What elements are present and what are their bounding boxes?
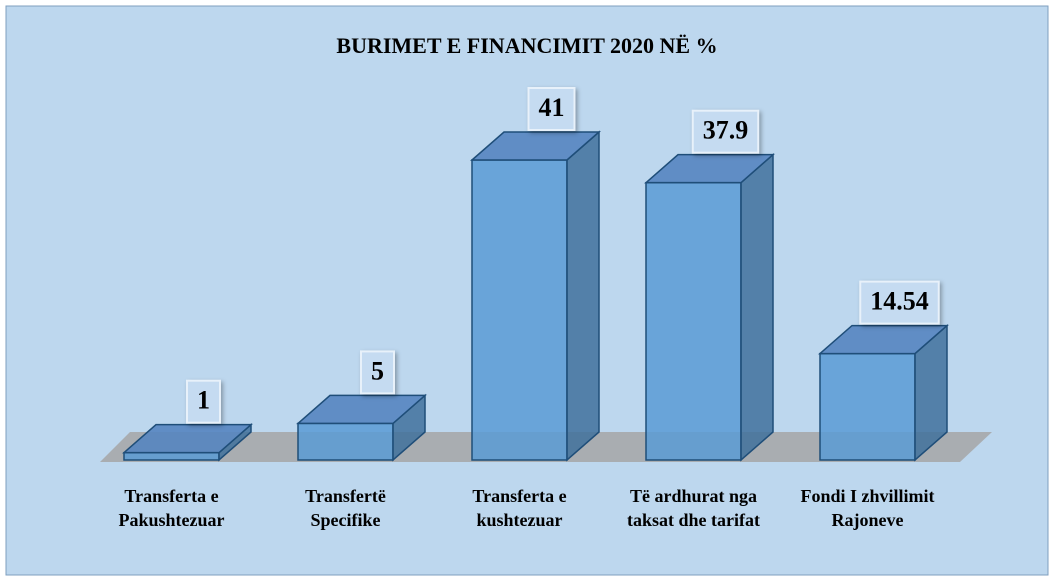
value-label: 14.54: [870, 287, 929, 316]
x-tick-label: Të ardhurat nga taksat dhe tarifat: [627, 486, 760, 530]
bar-top: [296, 394, 427, 425]
bar-front: [645, 181, 742, 461]
chart-title: BURIMET E FINANCIMIT 2020 NË %: [336, 33, 717, 58]
value-label-box: [186, 379, 221, 424]
x-tick-label: Transferta e kushtezuar: [472, 486, 567, 530]
bar-top: [644, 153, 775, 184]
value-label-box: [527, 87, 576, 131]
bar-top: [818, 324, 949, 355]
bar-front: [471, 159, 568, 461]
value-label-box: [691, 109, 760, 154]
x-tick-label: Fondi I zhvillimit Rajoneve: [800, 486, 935, 530]
value-label: 41: [539, 93, 565, 122]
value-label-box: [360, 350, 395, 395]
x-tick-label: Transfertë Specifike: [305, 486, 386, 530]
bar-top: [122, 423, 253, 454]
x-tick-label: Transferta e Pakushtezuar: [118, 486, 225, 530]
bar-side: [566, 130, 600, 462]
value-label: 37.9: [703, 116, 749, 145]
value-label: 1: [197, 386, 210, 415]
bar-side: [740, 153, 774, 462]
bar-front: [123, 451, 220, 461]
bar-front: [819, 352, 916, 461]
bar-top: [470, 131, 601, 161]
bar-front: [297, 422, 394, 461]
value-label-box: [859, 280, 940, 325]
value-label: 5: [371, 356, 384, 385]
